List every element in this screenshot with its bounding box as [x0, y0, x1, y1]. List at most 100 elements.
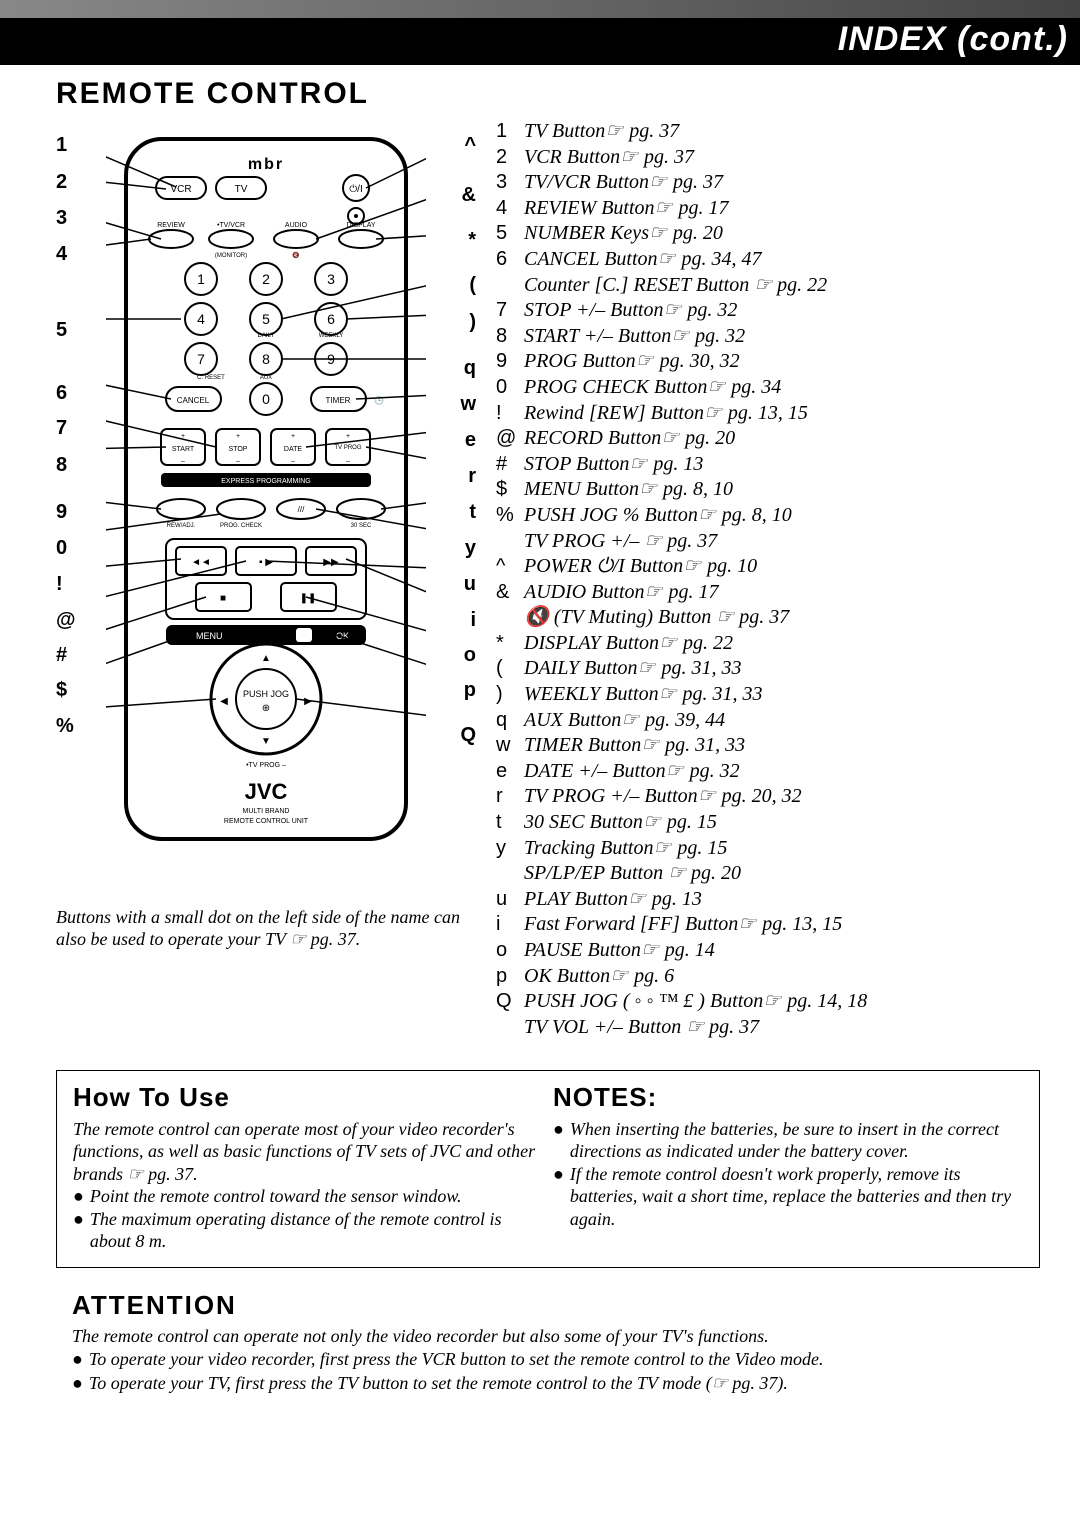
- ref-key: 4: [496, 196, 524, 222]
- right-callout: u: [464, 573, 476, 609]
- ref-key: @: [496, 426, 524, 452]
- svg-text:DAILY: DAILY: [258, 333, 275, 339]
- svg-text:+: +: [346, 433, 350, 440]
- left-callout: 8: [56, 454, 67, 490]
- svg-text:(MONITOR): (MONITOR): [215, 253, 247, 259]
- ref-item: (DAILY Button ☞ pg. 31, 33: [496, 656, 1040, 682]
- header-band: INDEX (cont.): [0, 18, 1080, 65]
- ref-subitem: TV VOL +/– Button ☞ pg. 37: [496, 1015, 1040, 1041]
- ref-page: pg. 34, 47: [681, 247, 761, 273]
- right-callout: ): [469, 311, 476, 347]
- right-callout: t: [469, 501, 476, 537]
- ref-item: &AUDIO Button ☞ pg. 17: [496, 580, 1040, 606]
- svg-text:REW/ADJ.: REW/ADJ.: [167, 523, 196, 529]
- svg-text:▶▶: ▶▶: [323, 557, 339, 568]
- ref-page: pg. 13: [652, 887, 702, 913]
- reference-list: 1TV Button ☞ pg. 372VCR Button ☞ pg. 373…: [496, 119, 1040, 1040]
- left-callout: 6: [56, 382, 67, 418]
- svg-text:JVC: JVC: [245, 779, 288, 804]
- top-grid: 1234567890!@#$% ^&*()qwertyuiopQ mbr VCR…: [56, 119, 1040, 1040]
- ref-page: pg. 32: [695, 324, 745, 350]
- right-callout: r: [468, 465, 476, 501]
- howto-title: How To Use: [73, 1081, 543, 1114]
- ref-label: PAUSE Button: [524, 938, 641, 964]
- ref-label: Rewind [REW] Button: [524, 401, 704, 427]
- ref-item: 3TV/VCR Button ☞ pg. 37: [496, 170, 1040, 196]
- ref-page: pg. 39, 44: [645, 708, 725, 734]
- ref-label: 30 SEC Button: [524, 810, 643, 836]
- ref-page: pg. 8, 10: [663, 477, 733, 503]
- ref-item: QPUSH JOG ( ◦ ◦ ™ £ ) Button ☞ pg. 14, 1…: [496, 989, 1040, 1015]
- ref-page: pg. 22: [683, 631, 733, 657]
- svg-text:–: –: [291, 458, 295, 465]
- svg-text:4: 4: [197, 311, 205, 327]
- right-callout: w: [460, 393, 476, 429]
- attention-bullet-2: ●To operate your TV, first press the TV …: [72, 1372, 1024, 1395]
- ref-label: PLAY Button: [524, 887, 628, 913]
- ref-page: pg. 32: [687, 298, 737, 324]
- svg-text:5: 5: [262, 311, 270, 327]
- header-title: INDEX (cont.): [838, 20, 1068, 58]
- ref-label: STOP +/– Button: [524, 298, 663, 324]
- howto-bullet-2: ●The maximum operating distance of the r…: [73, 1208, 543, 1253]
- ref-label: Fast Forward [FF] Button: [524, 912, 738, 938]
- ref-key: #: [496, 452, 524, 478]
- ref-item: 7STOP +/– Button ☞ pg. 32: [496, 298, 1040, 324]
- ref-key: w: [496, 733, 524, 759]
- ref-label: Tracking Button: [524, 836, 653, 862]
- svg-text:TIMER: TIMER: [326, 396, 351, 405]
- svg-text:–: –: [346, 458, 350, 465]
- svg-text:PUSH JOG: PUSH JOG: [243, 689, 289, 699]
- ref-key: 8: [496, 324, 524, 350]
- ref-item: 8START +/– Button ☞ pg. 32: [496, 324, 1040, 350]
- svg-text:DATE: DATE: [284, 446, 302, 453]
- right-callout: q: [464, 357, 476, 393]
- svg-text:⊕: ⊕: [262, 703, 270, 714]
- ref-key: p: [496, 964, 524, 990]
- ref-label: START +/– Button: [524, 324, 671, 350]
- svg-text:■: ■: [220, 593, 226, 604]
- ref-label: AUX Button: [524, 708, 621, 734]
- ref-key: o: [496, 938, 524, 964]
- ref-item: 2VCR Button ☞ pg. 37: [496, 145, 1040, 171]
- svg-text:PROG. CHECK: PROG. CHECK: [220, 523, 262, 529]
- svg-text:AUX: AUX: [260, 375, 272, 381]
- ref-item: 4REVIEW Button ☞ pg. 17: [496, 196, 1040, 222]
- ref-page: pg. 17: [678, 196, 728, 222]
- right-callout: Q: [460, 724, 476, 760]
- ref-label: AUDIO Button: [524, 580, 645, 606]
- ref-item: wTIMER Button ☞ pg. 31, 33: [496, 733, 1040, 759]
- ref-label: TV PROG +/– Button: [524, 784, 698, 810]
- ref-key: !: [496, 401, 524, 427]
- ref-key: 6: [496, 247, 524, 273]
- ref-key: 2: [496, 145, 524, 171]
- svg-text:•TV/VCR: •TV/VCR: [217, 222, 245, 229]
- page-content: REMOTE CONTROL 1234567890!@#$% ^&*()qwer…: [0, 65, 1080, 1395]
- ref-page: pg. 13, 15: [728, 401, 808, 427]
- svg-text:STOP: STOP: [229, 446, 248, 453]
- howto-box: How To Use The remote control can operat…: [56, 1070, 1040, 1268]
- attention-bullet-1: ●To operate your video recorder, first p…: [72, 1348, 1024, 1371]
- ref-page: pg. 30, 32: [660, 349, 740, 375]
- ref-item: 9PROG Button ☞ pg. 30, 32: [496, 349, 1040, 375]
- ref-page: pg. 10: [707, 554, 757, 580]
- ref-label: PUSH JOG ( ◦ ◦ ™ £ ) Button: [524, 989, 763, 1015]
- ref-key: i: [496, 912, 524, 938]
- ref-label: PROG CHECK Button: [524, 375, 707, 401]
- ref-page: pg. 20, 32: [722, 784, 802, 810]
- left-callout: 5: [56, 319, 67, 355]
- howto-section: How To Use The remote control can operat…: [73, 1081, 543, 1253]
- footnote: Buttons with a small dot on the left sid…: [56, 907, 476, 950]
- right-callout: o: [464, 644, 476, 680]
- svg-text:TV: TV: [235, 184, 248, 195]
- ref-key: q: [496, 708, 524, 734]
- svg-text:C. RESET: C. RESET: [197, 375, 225, 381]
- svg-text:–: –: [236, 458, 240, 465]
- ref-item: yTracking Button ☞ pg. 15: [496, 836, 1040, 862]
- ref-item: qAUX Button ☞ pg. 39, 44: [496, 708, 1040, 734]
- ref-key: 1: [496, 119, 524, 145]
- ref-subitem: 🔇 (TV Muting) Button ☞ pg. 37: [496, 605, 1040, 631]
- ref-item: iFast Forward [FF] Button ☞ pg. 13, 15: [496, 912, 1040, 938]
- ref-subitem: SP/LP/EP Button ☞ pg. 20: [496, 861, 1040, 887]
- notes-title: NOTES:: [553, 1081, 1023, 1114]
